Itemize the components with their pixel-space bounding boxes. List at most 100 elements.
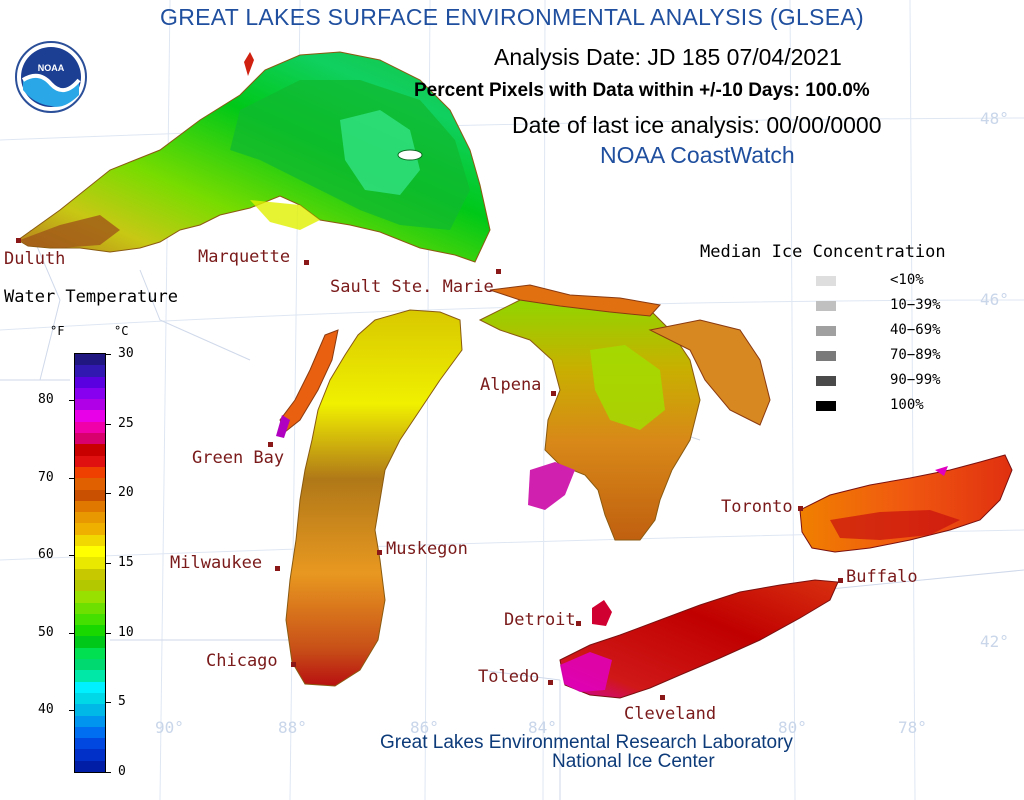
colorbar-segment [75,433,105,445]
colorbar-tick-mark [106,493,111,495]
water-temperature-legend-title: Water Temperature [4,287,178,307]
colorbar-segment [75,466,105,479]
colorbar-segment [75,387,105,400]
city-label-detroit: Detroit [504,610,576,630]
map-title: GREAT LAKES SURFACE ENVIRONMENTAL ANALYS… [160,4,864,30]
colorbar-tick-fahrenheit: 50 [38,624,54,640]
ice-legend-swatch [816,301,836,311]
ice-legend-swatch [816,276,836,286]
colorbar-segment [75,365,105,377]
colorbar-segment [75,354,105,366]
percent-pixels: Percent Pixels with Data within +/-10 Da… [414,80,870,101]
colorbar-segment [75,557,105,569]
colorbar-tick-celsius: 25 [118,415,134,431]
colorbar-segment [75,512,105,524]
colorbar-segment [75,410,105,422]
grid-label-lon-84: 84° [528,718,557,737]
grid-label-lon-80: 80° [778,718,807,737]
last-ice-analysis: Date of last ice analysis: 00/00/0000 [512,112,882,138]
analysis-date: Analysis Date: JD 185 07/04/2021 [494,44,842,70]
colorbar-segment [75,444,105,456]
colorbar-segment [75,591,105,603]
colorbar-tick-mark [106,423,111,425]
colorbar-segment [75,534,105,547]
colorbar-tick-mark [69,632,74,634]
colorbar-tick-mark [106,772,111,773]
colorbar-segment [75,749,105,761]
footer-lab-name: Great Lakes Environmental Research Labor… [380,732,793,753]
colorbar-segment [75,421,105,434]
colorbar-segment [75,738,105,750]
temperature-colorbar [74,353,106,773]
grid-label-lat-42: 42° [980,632,1009,651]
city-label-cleveland: Cleveland [624,704,717,724]
grid-label-lon-88: 88° [278,718,307,737]
colorbar-segment [75,613,105,626]
city-label-green-bay: Green Bay [192,448,285,468]
city-label-buffalo: Buffalo [846,567,918,587]
ice-legend-swatch [816,401,836,411]
colorbar-segment [75,692,105,705]
footer-ice-center: National Ice Center [552,751,715,772]
colorbar-tick-celsius: 20 [118,485,134,501]
colorbar-tick-mark [69,710,74,712]
grid-label-lon-86: 86° [410,718,439,737]
unit-fahrenheit: °F [50,324,65,338]
grid-label-lon-78: 78° [898,718,927,737]
colorbar-segment [75,636,105,648]
colorbar-segment [75,399,105,411]
unit-celsius: °C [114,324,129,338]
ice-legend-label: 10−39% [890,297,941,313]
grid-label-lat-46: 46° [980,290,1009,309]
colorbar-tick-celsius: 15 [118,555,134,570]
colorbar-segment [75,647,105,660]
colorbar-segment [75,726,105,739]
ice-legend-label: 70−89% [890,347,941,363]
colorbar-segment [75,704,105,716]
colorbar-segment [75,489,105,501]
grid-label-lat-48: 48° [980,109,1009,128]
colorbar-tick-mark [106,563,111,564]
city-label-duluth: Duluth [4,249,66,269]
ice-legend-swatch [816,351,836,361]
ice-concentration-legend-title: Median Ice Concentration [700,242,946,262]
colorbar-tick-mark [69,555,74,557]
city-label-muskegon: Muskegon [386,539,468,559]
colorbar-tick-fahrenheit: 70 [38,469,54,485]
colorbar-tick-celsius: 0 [118,764,126,779]
provider-name: NOAA CoastWatch [600,142,795,168]
grid-label-lon-90: 90° [155,718,184,737]
colorbar-tick-celsius: 30 [118,346,134,361]
colorbar-tick-mark [106,702,111,704]
colorbar-segment [75,760,105,772]
colorbar-segment [75,715,105,727]
colorbar-segment [75,659,105,671]
colorbar-tick-fahrenheit: 60 [38,547,54,563]
colorbar-tick-mark [106,632,111,634]
city-label-toronto: Toronto [721,497,793,517]
colorbar-tick-fahrenheit: 80 [38,392,54,408]
city-label-chicago: Chicago [206,651,278,671]
city-label-milwaukee: Milwaukee [170,553,263,573]
colorbar-segment [75,523,105,535]
city-label-toledo: Toledo [478,667,540,687]
colorbar-segment [75,500,105,513]
colorbar-segment [75,568,105,580]
ice-legend-swatch [816,376,836,386]
city-label-sault-ste-marie: Sault Ste. Marie [330,277,494,297]
city-label-marquette: Marquette [198,247,291,267]
colorbar-segment [75,602,105,614]
colorbar-segment [75,478,105,490]
colorbar-segment [75,546,105,558]
ice-legend-label: 40−69% [890,322,941,338]
colorbar-tick-fahrenheit: 40 [38,702,54,718]
colorbar-segment [75,681,105,693]
colorbar-segment [75,670,105,682]
ice-legend-swatch [816,326,836,336]
colorbar-segment [75,579,105,592]
colorbar-tick-mark [69,400,74,402]
colorbar-tick-celsius: 10 [118,624,134,640]
ice-legend-label: 90−99% [890,372,941,388]
colorbar-tick-celsius: 5 [118,694,126,710]
